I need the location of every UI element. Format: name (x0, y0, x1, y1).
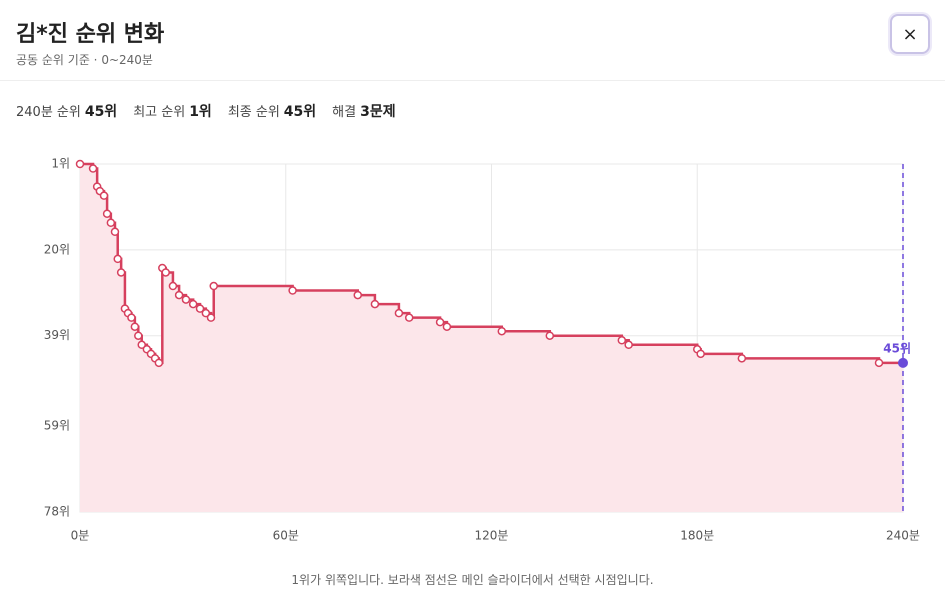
selected-label: 45위 (883, 341, 911, 355)
rank-point (113, 254, 122, 264)
stat-label: 최종 순위 (227, 105, 280, 120)
rank-point (181, 295, 191, 304)
stat: 해결 3문제 (332, 101, 395, 121)
y-tick-label: 78위 (44, 505, 70, 519)
subtitle: 공동 순위 기준 · 0~240분 (16, 53, 153, 67)
area (80, 164, 903, 512)
note: 1위가 위쪽입니다. 보라색 점선은 메인 슬라이더에서 선택한 시점입니다. (291, 573, 654, 587)
stat: 최고 순위 1위 (133, 101, 212, 121)
rank-point (168, 281, 178, 291)
rank-point (394, 308, 404, 318)
rank-point (106, 218, 116, 228)
rank-point (110, 227, 120, 237)
header: 김*진 순위 변화 공동 순위 기준 · 0~240분 × (0, 0, 945, 81)
x-tick-label: 60분 (273, 529, 299, 543)
rank-point (99, 191, 109, 200)
rank-point (201, 308, 211, 318)
y-tick-label: 20위 (44, 242, 70, 256)
y-tick-label: 39위 (44, 328, 70, 342)
rank-point (75, 159, 85, 169)
stat-value: 45위 (84, 104, 118, 120)
stat-value: 1위 (189, 104, 212, 120)
rank-point (696, 349, 705, 359)
x-tick-label: 240분 (886, 529, 920, 543)
stat: 240분 순위 45위 (16, 101, 117, 121)
rank-point (161, 268, 170, 277)
rank-point (209, 281, 218, 291)
rank-point (288, 286, 297, 295)
selected-point (898, 357, 908, 368)
rank-point (137, 340, 146, 350)
rank-point (545, 331, 555, 340)
x-tick-label: 0분 (71, 529, 90, 543)
rank-point (497, 326, 507, 336)
rank-point (404, 313, 414, 322)
title: 김*진 순위 변화 (16, 22, 165, 47)
rank-point (102, 209, 112, 218)
rank-point (130, 322, 140, 331)
rank-point (134, 331, 143, 340)
stats: 240분 순위 45위 최고 순위 1위 최종 순위 45위 해결 3문제 (16, 101, 396, 121)
rank-point (624, 340, 633, 350)
rank-point (435, 317, 445, 327)
rank-point (195, 304, 205, 313)
rank-point (154, 358, 164, 368)
y-tick-label: 59위 (44, 419, 70, 433)
stat-label: 240분 순위 (16, 105, 81, 120)
rank-point (116, 268, 126, 277)
stat: 최종 순위 45위 (228, 101, 316, 121)
rank-point (353, 290, 363, 300)
rank-point (874, 358, 884, 368)
rank-point (370, 299, 380, 309)
rank-point (737, 354, 747, 363)
rank-point (88, 164, 98, 173)
stat-label: 해결 (332, 105, 357, 120)
y-tick-label: 1위 (51, 157, 70, 171)
rank-point (174, 290, 184, 300)
stat-value: 3문제 (360, 104, 396, 120)
rank-point (127, 313, 136, 322)
x-tick-label: 180분 (680, 529, 714, 543)
rank-point (188, 299, 198, 309)
stat-label: 최고 순위 (133, 105, 186, 120)
rank-point (617, 336, 627, 345)
stat-value: 45위 (283, 104, 317, 120)
x-tick-label: 120분 (475, 529, 509, 543)
close-button[interactable]: × (890, 14, 930, 54)
rank-point (442, 322, 452, 331)
rank-point (206, 313, 216, 322)
